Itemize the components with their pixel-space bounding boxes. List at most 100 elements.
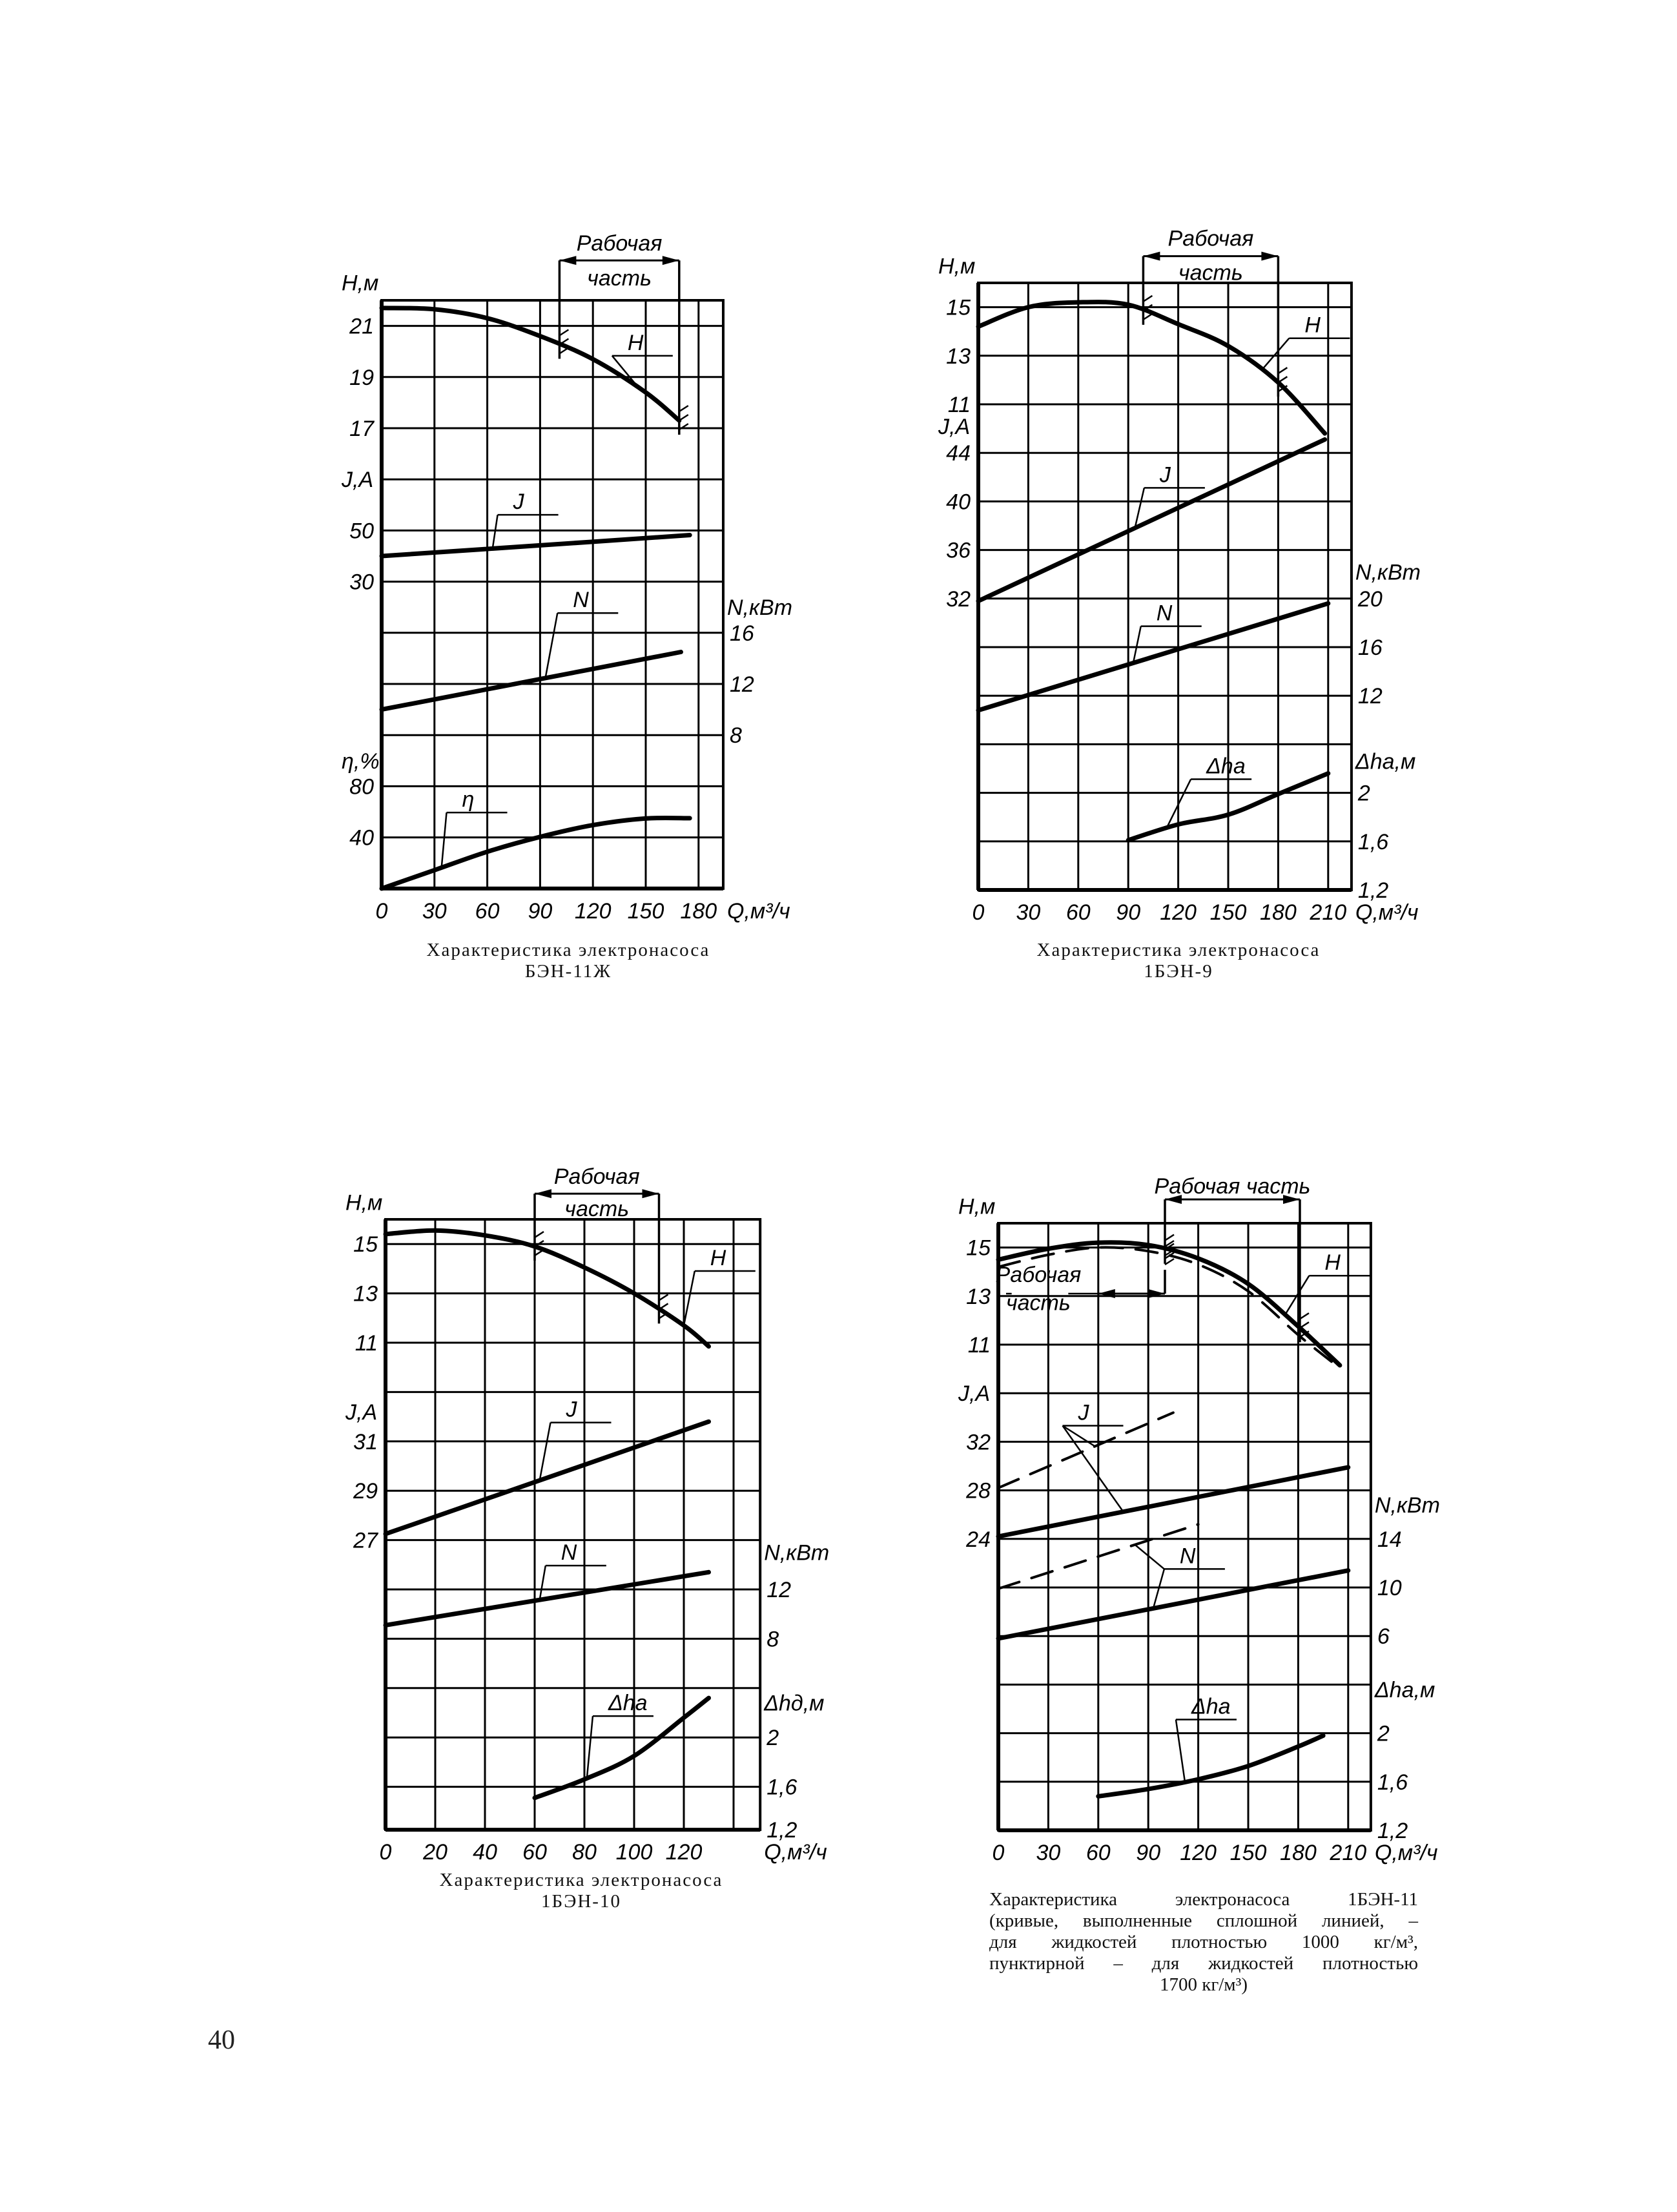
grid xyxy=(976,282,1353,892)
x-tick-label: 150 xyxy=(1230,1841,1267,1865)
y-tick-label-eta: 80 xyxy=(349,774,374,799)
x-tick-label: 40 xyxy=(473,1840,497,1865)
axis-title-J: J,A xyxy=(938,415,970,439)
x-tick-label: 150 xyxy=(628,899,664,924)
x-tick-label: 150 xyxy=(1210,900,1247,925)
y-tick-label-H: 13 xyxy=(353,1282,378,1307)
y-tick-label-dh: 2 xyxy=(766,1726,779,1750)
arrowhead-icon xyxy=(1165,1195,1300,1204)
x-tick-label: 60 xyxy=(522,1840,547,1865)
y-tick-label-H: 15 xyxy=(966,1236,991,1261)
chart-3: 0 20 40 60 80 100 120 Q,м³/ч Н,м 15 13 11 J,A 31 29 27 N… xyxy=(345,1164,829,1865)
x-tick-label: 0 xyxy=(993,1841,1005,1865)
y-tick-label-H: 15 xyxy=(946,296,971,320)
hatch-mark-icon xyxy=(1164,1234,1175,1259)
caption-chart-1: Характеристика электронасоса БЭН-11Ж xyxy=(413,940,723,982)
y-tick-label-N: 20 xyxy=(1357,587,1383,612)
x-tick-label: 80 xyxy=(572,1840,597,1865)
y-tick-label-J: 40 xyxy=(946,490,971,514)
working-range-label: Рабочая xyxy=(1168,226,1254,251)
y-tick-label-dh: 1,2 xyxy=(1358,878,1388,903)
caption-line: 1700 кг/м³) xyxy=(1160,1974,1248,1995)
series-line-H-dashed xyxy=(997,1246,1333,1363)
page-number: 40 xyxy=(208,2025,235,2055)
x-axis-label: Q,м³/ч xyxy=(727,899,790,924)
plot-frame xyxy=(380,299,725,890)
y-tick-label-J: 44 xyxy=(946,441,971,466)
x-tick-label: 0 xyxy=(972,900,985,925)
y-tick-label-N: 8 xyxy=(730,723,742,748)
y-tick-label-J: 31 xyxy=(353,1430,378,1454)
caption-line: Характеристика электронасоса xyxy=(426,940,710,960)
y-tick-label-H: 11 xyxy=(948,393,971,417)
y-tick-label-dh: 1,6 xyxy=(1358,830,1388,854)
y-tick-label-N: 16 xyxy=(730,621,754,646)
x-tick-label: 30 xyxy=(422,899,447,924)
series-line-dh xyxy=(1126,771,1331,843)
working-range-label: часть xyxy=(1178,260,1243,285)
axis-title-N: N,кВт xyxy=(1355,560,1421,584)
arrowhead-icon xyxy=(1098,1289,1165,1299)
axis-title-dh: Δhа,м xyxy=(1355,750,1415,774)
hatch-mark-icon xyxy=(1164,1240,1175,1266)
y-tick-label-J: 24 xyxy=(965,1527,991,1552)
series-line-H xyxy=(379,305,682,423)
caption-line: Характеристика электронасоса xyxy=(1036,940,1321,960)
chart-2: 0 30 60 90 120 150 180 210 Q,м³/ч Н,м 15 13 11J,A44 4… xyxy=(938,226,1421,925)
x-tick-label: 60 xyxy=(475,899,500,924)
hatch-mark-icon xyxy=(679,405,689,431)
curve-label-leader xyxy=(1134,1544,1165,1570)
curve-label: J xyxy=(1159,462,1171,487)
grid xyxy=(380,299,725,891)
grid xyxy=(384,1218,762,1832)
x-tick-label: 120 xyxy=(1180,1841,1217,1865)
x-axis-label: Q,м³/ч xyxy=(764,1840,827,1865)
curve-label-leader xyxy=(1175,1719,1186,1783)
curve-label: H xyxy=(1304,313,1321,338)
y-tick-label-N: 12 xyxy=(1358,684,1383,708)
grid xyxy=(996,1222,1372,1832)
x-axis-label: Q,м³/ч xyxy=(1375,1841,1438,1865)
curve-label: J xyxy=(566,1398,578,1422)
series-line-H xyxy=(383,1228,711,1349)
curve-label: H xyxy=(710,1246,726,1270)
curve-label: N xyxy=(1157,601,1173,626)
series-line-J-dashed xyxy=(997,1411,1175,1489)
y-tick-label-dh: 1,2 xyxy=(766,1818,797,1843)
axis-title-N: N,кВт xyxy=(1375,1493,1440,1518)
curve-label-leader xyxy=(491,514,499,549)
working-range-label: Рабочая xyxy=(996,1263,1082,1287)
series-line-dh xyxy=(1096,1733,1326,1799)
y-tick-label-dh: 1,2 xyxy=(1377,1819,1408,1843)
axis-title-J: J,A xyxy=(341,468,373,492)
y-tick-label-H: 21 xyxy=(349,315,374,339)
series-line-J xyxy=(976,437,1328,604)
x-tick-label: 30 xyxy=(1016,900,1040,925)
axis-title-H: Н,м xyxy=(342,271,378,295)
x-tick-label: 120 xyxy=(666,1840,703,1865)
axis-title-H: Н,м xyxy=(958,1195,995,1219)
working-range-annotation: Рабочая часть xyxy=(1155,1174,1310,1343)
caption-line: БЭН-11Ж xyxy=(524,961,612,982)
caption-line: 1БЭН-10 xyxy=(541,1891,621,1912)
series-line-N xyxy=(383,1569,711,1628)
curve-label: J xyxy=(513,490,525,514)
y-tick-label-J: 29 xyxy=(353,1479,378,1504)
x-tick-label: 60 xyxy=(1066,900,1091,925)
y-tick-label-N: 12 xyxy=(730,672,754,697)
arrowhead-icon xyxy=(1143,251,1279,261)
axis-title-eta: η,% xyxy=(342,749,380,774)
curve-label-leader xyxy=(1062,1425,1124,1513)
curve-label: H xyxy=(628,331,644,355)
curve-label: N xyxy=(573,588,589,612)
y-tick-label-dh: 1,6 xyxy=(1377,1770,1408,1795)
axis-title-N: N,кВт xyxy=(764,1541,829,1566)
curve-label-leader xyxy=(586,1716,594,1779)
working-range-annotation: Рабочая часть xyxy=(558,231,689,435)
curve-label-leader xyxy=(1260,337,1290,371)
x-tick-label: 120 xyxy=(1160,900,1197,925)
y-tick-label-N: 10 xyxy=(1377,1576,1402,1600)
series-line-J xyxy=(383,1419,711,1536)
curve-label: N xyxy=(1180,1544,1196,1568)
